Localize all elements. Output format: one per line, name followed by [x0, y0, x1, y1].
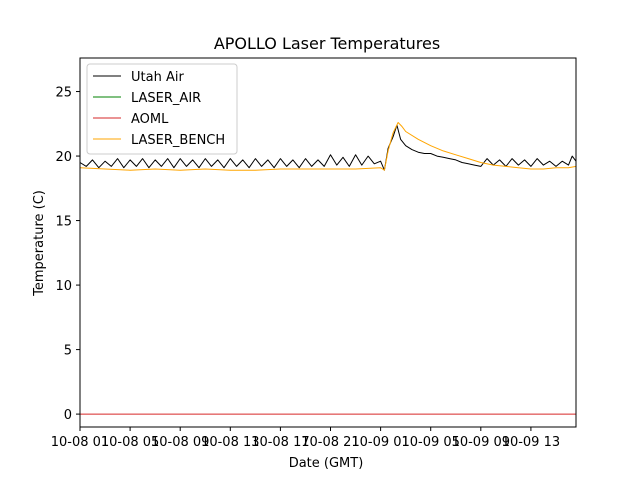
y-axis-label: Temperature (C) — [32, 190, 47, 297]
axes-frame — [79, 57, 577, 428]
x-tick-label: 10-08 05 — [101, 435, 159, 450]
series-line-utah-air — [79, 124, 577, 171]
x-tick-label: 10-08 21 — [301, 435, 359, 450]
x-tick-label: 10-09 01 — [351, 435, 409, 450]
legend-label: LASER_AIR — [131, 91, 201, 106]
x-axis-label: Date (GMT) — [289, 456, 364, 471]
y-tick-label: 25 — [55, 86, 72, 101]
x-tick-label: 10-08 13 — [201, 435, 259, 450]
y-tick-label: 5 — [64, 344, 72, 359]
chart-title: APOLLO Laser Temperatures — [214, 34, 440, 53]
x-tick-label: 10-09 09 — [452, 435, 510, 450]
plot-area — [79, 122, 577, 415]
x-tick-label: 10-08 17 — [251, 435, 309, 450]
y-tick-label: 0 — [64, 408, 72, 423]
y-tick-label: 10 — [55, 279, 72, 294]
legend-label: Utah Air — [131, 70, 184, 85]
x-tick-label: 10-09 13 — [502, 435, 560, 450]
legend: Utah Air LASER_AIR AOML LASER_BENCH — [86, 63, 238, 155]
legend-box — [86, 63, 238, 155]
y-tick-label: 20 — [55, 150, 72, 165]
x-tick-label: 10-08 01 — [51, 435, 109, 450]
y-axis: 0 5 10 15 20 25 — [55, 86, 80, 423]
legend-label: AOML — [131, 112, 169, 127]
x-tick-label: 10-09 05 — [401, 435, 459, 450]
x-tick-label: 10-08 09 — [151, 435, 209, 450]
series-line-laser-bench — [79, 122, 577, 171]
legend-label: LASER_BENCH — [131, 133, 225, 148]
y-tick-label: 15 — [55, 215, 72, 230]
